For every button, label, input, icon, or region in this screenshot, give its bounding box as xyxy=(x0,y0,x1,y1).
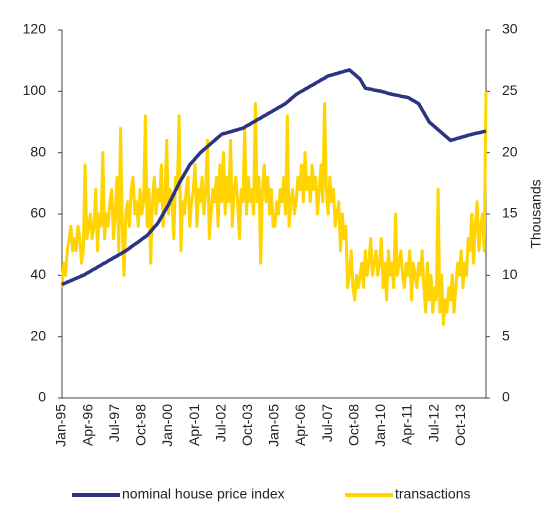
x-tick-label: Oct-13 xyxy=(452,404,468,446)
x-tick-label: Jan-00 xyxy=(159,404,175,447)
y-tick-label: 60 xyxy=(30,205,46,221)
y2-tick-label: 10 xyxy=(502,266,518,282)
x-tick-label: Apr-06 xyxy=(292,404,308,446)
x-tick-label: Jul-02 xyxy=(212,404,228,442)
y-tick-label: 40 xyxy=(30,266,46,282)
y2-axis-label: Thousands xyxy=(528,179,544,248)
series-line xyxy=(60,91,488,326)
x-tick-label: Jan-95 xyxy=(53,404,69,447)
x-tick-label: Jul-97 xyxy=(106,404,122,442)
y-tick-label: 100 xyxy=(23,82,47,98)
x-tick-label: Apr-01 xyxy=(186,404,202,446)
y2-tick-label: 5 xyxy=(502,327,510,343)
x-tick-label: Apr-11 xyxy=(399,404,415,445)
y2-tick-label: 30 xyxy=(502,21,518,37)
y2-tick-label: 25 xyxy=(502,82,518,98)
y2-tick-label: 20 xyxy=(502,143,518,159)
y-tick-label: 120 xyxy=(23,21,47,37)
x-tick-label: Oct-08 xyxy=(345,404,361,446)
legend-label: transactions xyxy=(395,486,470,502)
x-tick-label: Jan-05 xyxy=(266,404,282,447)
legend-label: nominal house price index xyxy=(122,486,285,502)
y-tick-label: 20 xyxy=(30,327,46,343)
y2-tick-label: 15 xyxy=(502,205,518,221)
x-tick-label: Oct-03 xyxy=(239,404,255,446)
x-tick-label: Apr-96 xyxy=(79,404,95,446)
y-tick-label: 80 xyxy=(30,143,46,159)
x-tick-label: Oct-98 xyxy=(133,404,149,446)
y-tick-label: 0 xyxy=(38,389,46,405)
x-tick-label: Jul-12 xyxy=(425,404,441,442)
series-line xyxy=(61,68,487,287)
x-tick-label: Jan-10 xyxy=(372,404,388,447)
x-tick-label: Jul-07 xyxy=(319,404,335,442)
y2-tick-label: 0 xyxy=(502,389,510,405)
